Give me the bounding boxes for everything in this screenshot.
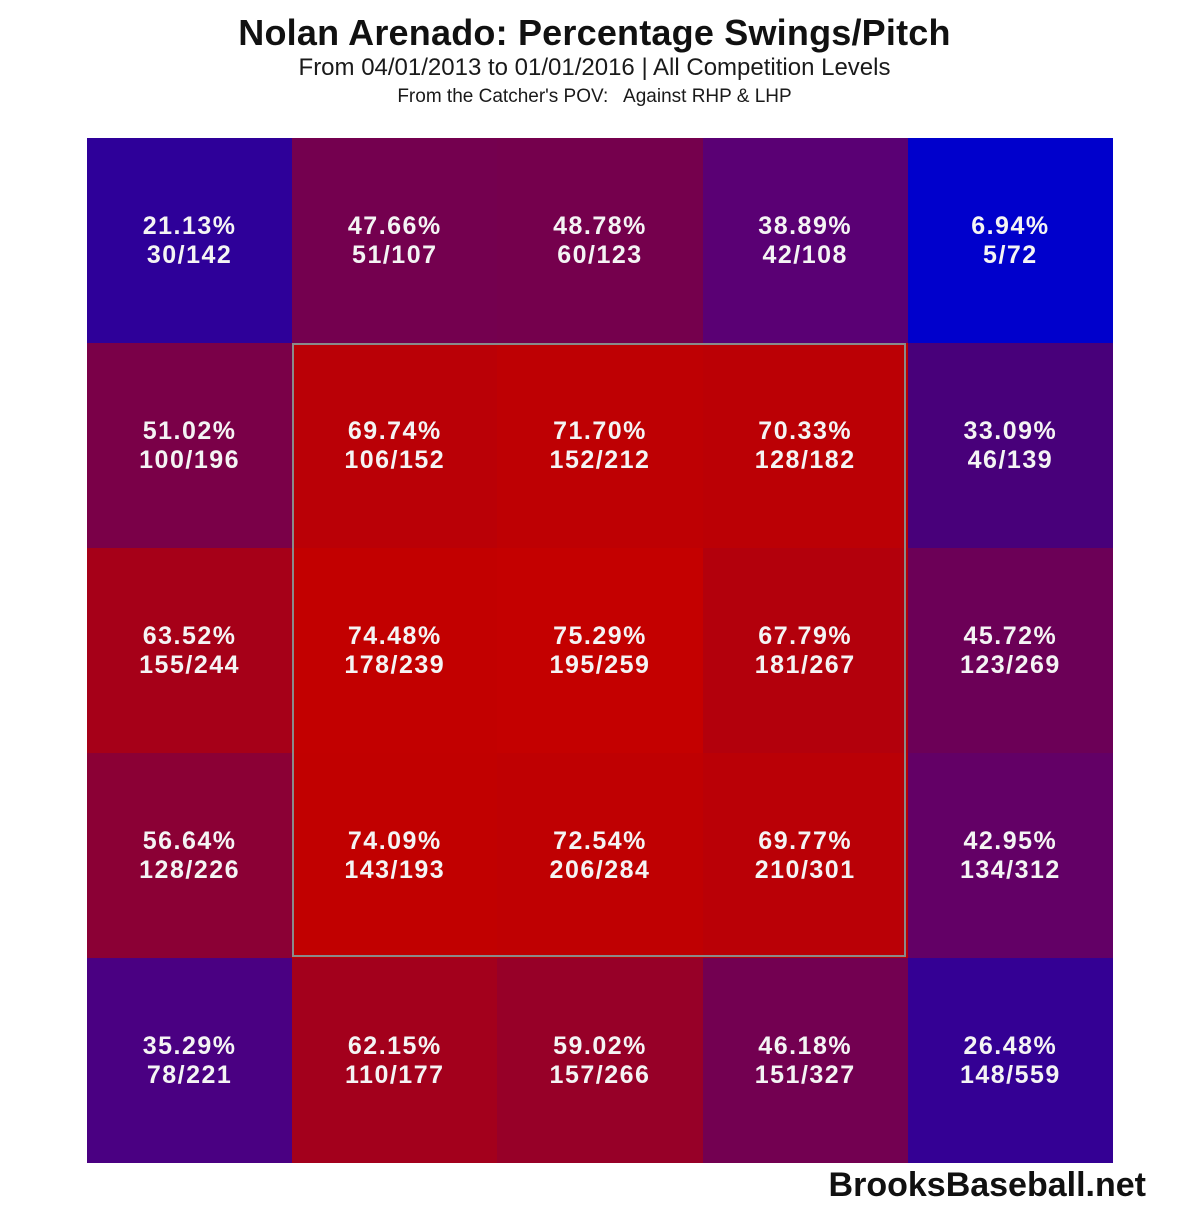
cell-percentage: 72.54% [553, 826, 647, 855]
zone-cell: 72.54% 206/284 [497, 753, 703, 958]
zone-cell: 21.13% 30/142 [87, 138, 293, 343]
cell-percentage: 42.95% [963, 826, 1058, 855]
zone-cell: 74.48% 178/239 [292, 548, 498, 753]
zone-cell: 47.66% 51/107 [292, 138, 498, 343]
cell-fraction: 60/123 [557, 240, 643, 269]
zone-cell: 62.15% 110/177 [292, 958, 498, 1163]
zone-cell: 6.94% 5/72 [907, 138, 1113, 343]
cell-fraction: 128/226 [139, 855, 241, 884]
cell-percentage: 21.13% [142, 211, 237, 240]
zone-cell: 69.77% 210/301 [702, 753, 908, 958]
cell-fraction: 106/152 [344, 445, 446, 474]
zone-cell: 59.02% 157/266 [497, 958, 703, 1163]
cell-percentage: 74.09% [347, 826, 442, 855]
cell-percentage: 71.70% [553, 416, 647, 445]
cell-percentage: 59.02% [553, 1031, 647, 1060]
zone-cell: 38.89% 42/108 [702, 138, 908, 343]
cell-fraction: 152/212 [549, 445, 651, 474]
cell-fraction: 206/284 [549, 855, 651, 884]
cell-fraction: 195/259 [549, 650, 651, 679]
cell-percentage: 6.94% [971, 211, 1050, 240]
cell-fraction: 51/107 [352, 240, 438, 269]
cell-percentage: 38.89% [758, 211, 853, 240]
cell-fraction: 5/72 [983, 240, 1038, 269]
cell-percentage: 70.33% [758, 416, 853, 445]
cell-percentage: 74.48% [347, 621, 442, 650]
cell-percentage: 67.79% [758, 621, 853, 650]
cell-fraction: 181/267 [754, 650, 856, 679]
zone-cell: 42.95% 134/312 [907, 753, 1113, 958]
cell-percentage: 33.09% [963, 416, 1058, 445]
cell-fraction: 151/327 [754, 1060, 856, 1089]
cell-percentage: 47.66% [347, 211, 442, 240]
cell-fraction: 210/301 [754, 855, 856, 884]
zone-cell: 46.18% 151/327 [702, 958, 908, 1163]
cell-fraction: 78/221 [146, 1060, 233, 1089]
zone-cell: 63.52% 155/244 [87, 548, 293, 753]
zone-cell: 71.70% 152/212 [497, 343, 703, 548]
chart-subtitle-pov: From the Catcher's POV: Against RHP & LH… [397, 86, 792, 107]
cell-percentage: 62.15% [347, 1031, 442, 1060]
cell-fraction: 155/244 [139, 650, 241, 679]
zone-cell: 67.79% 181/267 [702, 548, 908, 753]
cell-percentage: 56.64% [142, 826, 237, 855]
zone-cell: 69.74% 106/152 [292, 343, 498, 548]
zone-cell: 26.48% 148/559 [907, 958, 1113, 1163]
zone-cell: 45.72% 123/269 [907, 548, 1113, 753]
cell-percentage: 45.72% [963, 621, 1058, 650]
cell-percentage: 75.29% [553, 621, 647, 650]
cell-fraction: 30/142 [146, 240, 233, 269]
cell-percentage: 51.02% [142, 416, 237, 445]
cell-fraction: 46/139 [967, 445, 1054, 474]
zone-cell: 75.29% 195/259 [497, 548, 703, 753]
cell-percentage: 35.29% [142, 1031, 237, 1060]
cell-fraction: 157/266 [549, 1060, 651, 1089]
cell-fraction: 100/196 [139, 445, 241, 474]
cell-fraction: 42/108 [762, 240, 848, 269]
cell-percentage: 69.74% [347, 416, 442, 445]
zone-cell: 51.02% 100/196 [87, 343, 293, 548]
chart-subtitle: From 04/01/2013 to 01/01/2016 | All Comp… [298, 54, 891, 81]
cell-fraction: 178/239 [344, 650, 446, 679]
zone-cell: 56.64% 128/226 [87, 753, 293, 958]
chart-title: Nolan Arenado: Percentage Swings/Pitch [238, 12, 951, 53]
cell-percentage: 46.18% [758, 1031, 853, 1060]
zone-cell: 48.78% 60/123 [497, 138, 703, 343]
zone-cell: 70.33% 128/182 [702, 343, 908, 548]
swing-heatmap-grid: 21.13% 30/142 47.66% 51/107 48.78% 60/123 3… [87, 138, 1113, 1163]
cell-percentage: 69.77% [758, 826, 853, 855]
source-watermark: BrooksBaseball.net [828, 1166, 1146, 1204]
cell-percentage: 48.78% [553, 211, 647, 240]
cell-percentage: 63.52% [142, 621, 237, 650]
cell-percentage: 26.48% [963, 1031, 1058, 1060]
zone-cell: 35.29% 78/221 [87, 958, 293, 1163]
cell-fraction: 128/182 [754, 445, 856, 474]
cell-fraction: 143/193 [344, 855, 446, 884]
cell-fraction: 134/312 [959, 855, 1061, 884]
cell-fraction: 148/559 [959, 1060, 1061, 1089]
zone-cell: 74.09% 143/193 [292, 753, 498, 958]
cell-fraction: 110/177 [345, 1060, 445, 1089]
zone-cell: 33.09% 46/139 [907, 343, 1113, 548]
cell-fraction: 123/269 [959, 650, 1061, 679]
